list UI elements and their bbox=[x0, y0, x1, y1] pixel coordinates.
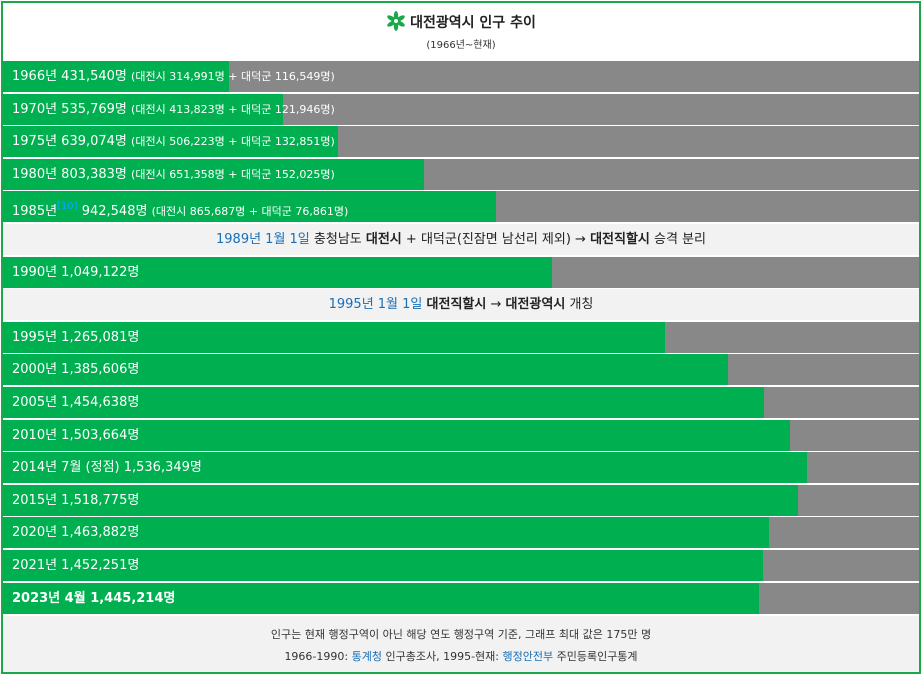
bar-row: 2015년 1,518,775명 bbox=[3, 485, 919, 516]
chart-subtitle: (1966년~현재) bbox=[426, 40, 496, 51]
footer-link-ministry[interactable]: 행정안전부 bbox=[502, 650, 554, 663]
footer-note: 인구는 현재 행정구역이 아닌 해당 연도 행정구역 기준, 그래프 최대 값은… bbox=[270, 628, 652, 641]
bar-label: 1990년 1,049,122명 bbox=[12, 257, 139, 288]
population-bar bbox=[3, 387, 764, 418]
bar-detail-label: (대전시 506,223명 + 대덕군 132,851명) bbox=[131, 135, 335, 148]
bar-value-label: 1980년 803,383명 bbox=[12, 167, 127, 182]
history-note: 1995년 1월 1일 대전직할시 → 대전광역시 개칭 bbox=[3, 289, 919, 320]
bar-detail-label: (대전시 865,687명 + 대덕군 76,861명) bbox=[151, 205, 349, 218]
bar-label: 2020년 1,463,882명 bbox=[12, 517, 139, 548]
bar-value-label: 2010년 1,503,664명 bbox=[12, 428, 140, 443]
bar-value-label: 2020년 1,463,882명 bbox=[12, 525, 140, 540]
bar-value-label: 942,548명 bbox=[77, 204, 148, 219]
population-bar bbox=[3, 420, 790, 451]
population-bar bbox=[3, 257, 552, 288]
population-bar bbox=[3, 583, 759, 614]
bar-row: 1995년 1,265,081명 bbox=[3, 322, 919, 353]
note-text: → bbox=[486, 297, 506, 312]
date-link[interactable]: 1995년 1월 1일 bbox=[328, 297, 423, 312]
population-bar bbox=[3, 485, 798, 516]
bar-row: 1990년 1,049,122명 bbox=[3, 257, 919, 288]
bar-label: 1975년 639,074명 (대전시 506,223명 + 대덕군 132,8… bbox=[12, 126, 335, 157]
bar-label: 2023년 4월 1,445,214명 bbox=[12, 583, 175, 614]
note-city-old: 대전직할시 bbox=[426, 297, 487, 312]
bar-label: 2005년 1,454,638명 bbox=[12, 387, 139, 418]
bar-label: 1966년 431,540명 (대전시 314,991명 + 대덕군 116,5… bbox=[12, 61, 335, 92]
bar-value-label: 1995년 1,265,081명 bbox=[12, 330, 140, 345]
bar-label: 1970년 535,769명 (대전시 413,823명 + 대덕군 121,9… bbox=[12, 94, 335, 125]
note-text: 승격 분리 bbox=[649, 232, 706, 247]
population-bar bbox=[3, 322, 665, 353]
bar-label: 1995년 1,265,081명 bbox=[12, 322, 139, 353]
bar-value-label: 2005년 1,454,638명 bbox=[12, 395, 140, 410]
bar-row: 2021년 1,452,251명 bbox=[3, 550, 919, 581]
bar-label: 2000년 1,385,606명 bbox=[12, 354, 139, 385]
bar-row: 1966년 431,540명 (대전시 314,991명 + 대덕군 116,5… bbox=[3, 61, 919, 92]
bar-value-label: 1975년 639,074명 bbox=[12, 134, 127, 149]
footer-link-statistics-korea[interactable]: 통계청 bbox=[351, 650, 382, 663]
bar-label: 2010년 1,503,664명 bbox=[12, 420, 139, 451]
chart-header: 대전광역시 인구 추이 (1966년~현재) bbox=[3, 3, 919, 61]
bar-label: 2015년 1,518,775명 bbox=[12, 485, 139, 516]
population-bar bbox=[3, 94, 283, 125]
population-bar bbox=[3, 550, 763, 581]
history-note: 1989년 1월 1일 충청남도 대전시 + 대덕군(진잠면 남선리 제외) →… bbox=[3, 224, 919, 255]
bar-detail-label: (대전시 651,358명 + 대덕군 152,025명) bbox=[131, 168, 335, 181]
bar-row: 2000년 1,385,606명 bbox=[3, 354, 919, 385]
population-bar bbox=[3, 354, 728, 385]
chart-title: 대전광역시 인구 추이 bbox=[410, 15, 536, 31]
note-text: 개칭 bbox=[565, 297, 594, 312]
bar-row: 2010년 1,503,664명 bbox=[3, 420, 919, 451]
bar-row: 1985년[10] 942,548명 (대전시 865,687명 + 대덕군 7… bbox=[3, 191, 919, 222]
population-bar bbox=[3, 517, 769, 548]
population-bar bbox=[3, 159, 424, 190]
footnote-link[interactable]: [10] bbox=[57, 201, 78, 212]
note-text: 충청남도 bbox=[309, 232, 366, 247]
bar-value-label: 2021년 1,452,251명 bbox=[12, 558, 140, 573]
bar-label: 1980년 803,383명 (대전시 651,358명 + 대덕군 152,0… bbox=[12, 159, 335, 190]
date-link[interactable]: 1989년 1월 1일 bbox=[216, 232, 310, 247]
bar-value-label: 1966년 431,540명 bbox=[12, 69, 127, 84]
bar-label: 1985년[10] 942,548명 (대전시 865,687명 + 대덕군 7… bbox=[12, 191, 348, 222]
bar-row: 1975년 639,074명 (대전시 506,223명 + 대덕군 132,8… bbox=[3, 126, 919, 157]
bar-row: 2014년 7월 (정점) 1,536,349명 bbox=[3, 452, 919, 483]
bar-value-label: 1990년 1,049,122명 bbox=[12, 265, 140, 280]
bar-label: 2014년 7월 (정점) 1,536,349명 bbox=[12, 452, 202, 483]
population-bar bbox=[3, 126, 338, 157]
bar-value-label: 1970년 535,769명 bbox=[12, 102, 127, 117]
bar-row: 2005년 1,454,638명 bbox=[3, 387, 919, 418]
bar-value-label: 2014년 7월 (정점) 1,536,349명 bbox=[12, 460, 202, 475]
chart-footer: 인구는 현재 행정구역이 아닌 해당 연도 행정구역 기준, 그래프 최대 값은… bbox=[3, 616, 919, 672]
bar-value-label: 2000년 1,385,606명 bbox=[12, 362, 140, 377]
footer-source-text-b: 인구총조사, 1995-현재: bbox=[381, 650, 503, 663]
population-bar bbox=[3, 61, 229, 92]
bar-detail-label: (대전시 314,991명 + 대덕군 116,549명) bbox=[131, 70, 335, 83]
note-city-new: 대전광역시 bbox=[505, 297, 566, 312]
bar-value-label: 2023년 4월 1,445,214명 bbox=[12, 591, 176, 606]
bar-detail-label: (대전시 413,823명 + 대덕군 121,946명) bbox=[131, 103, 335, 116]
bar-year: 1985년 bbox=[12, 204, 58, 219]
population-bar bbox=[3, 191, 496, 222]
chart-title-row: 대전광역시 인구 추이 bbox=[3, 11, 919, 32]
footer-source-text-a: 1966-1990: bbox=[284, 650, 352, 663]
bar-row: 1980년 803,383명 (대전시 651,358명 + 대덕군 152,0… bbox=[3, 159, 919, 190]
footer-source-text-c: 주민등록인구통계 bbox=[553, 650, 638, 663]
bar-row: 1970년 535,769명 (대전시 413,823명 + 대덕군 121,9… bbox=[3, 94, 919, 125]
note-text: + 대덕군(진잠면 남선리 제외) → bbox=[401, 232, 591, 247]
daejeon-emblem-icon bbox=[387, 11, 405, 31]
bar-row: 2020년 1,463,882명 bbox=[3, 517, 919, 548]
note-city-new: 대전직할시 bbox=[590, 232, 650, 247]
bar-value-label: 2015년 1,518,775명 bbox=[12, 493, 140, 508]
note-city-old: 대전시 bbox=[365, 232, 402, 247]
population-bar bbox=[3, 452, 807, 483]
footer-sources: 1966-1990: 통계청 인구총조사, 1995-현재: 행정안전부 주민등… bbox=[3, 648, 919, 664]
bar-row: 2023년 4월 1,445,214명 bbox=[3, 583, 919, 614]
bar-label: 2021년 1,452,251명 bbox=[12, 550, 139, 581]
